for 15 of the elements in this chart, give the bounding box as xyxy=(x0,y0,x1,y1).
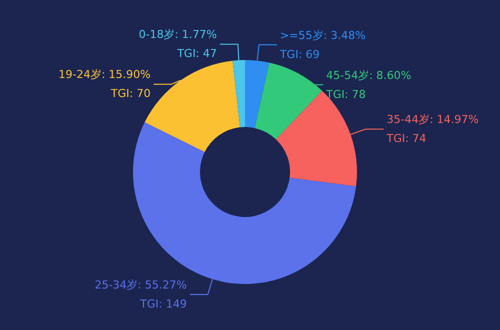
text: TGI: 149 xyxy=(140,297,187,310)
category-label: >=55岁: 3.48% xyxy=(280,28,366,42)
category-label: 19-24岁: 15.90% xyxy=(58,68,151,82)
text: TGI: 78 xyxy=(326,88,366,101)
text: TGI: 74 xyxy=(386,132,426,146)
text: TGI: 69 xyxy=(280,48,320,61)
donut-slice xyxy=(245,60,270,128)
text: TGI: 47 xyxy=(177,47,217,60)
donut-slice xyxy=(254,62,322,140)
donut-slice xyxy=(232,60,245,128)
category-label: 0-18岁: 1.77% xyxy=(138,28,217,42)
category-label: 45-54岁: 8.60% xyxy=(326,68,412,82)
text: TGI: 70 xyxy=(110,87,151,100)
category-label: 25-34岁: 55.27% xyxy=(94,278,187,292)
category-label: 35-44岁: 14.97% xyxy=(386,113,479,126)
